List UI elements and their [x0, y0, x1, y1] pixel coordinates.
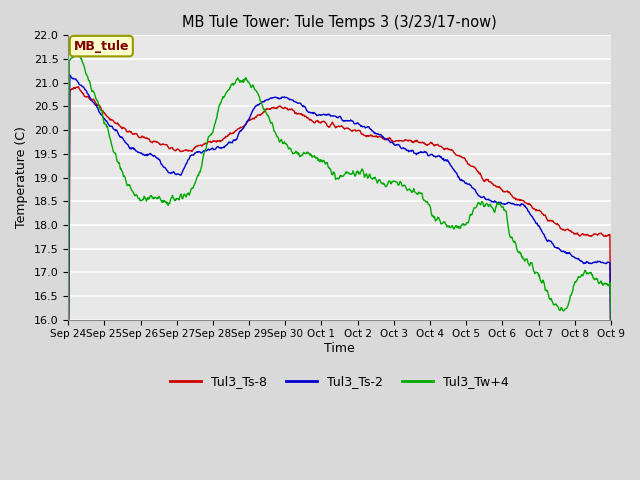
Legend: Tul3_Ts-8, Tul3_Ts-2, Tul3_Tw+4: Tul3_Ts-8, Tul3_Ts-2, Tul3_Tw+4 — [165, 370, 514, 393]
Text: MB_tule: MB_tule — [74, 39, 129, 53]
X-axis label: Time: Time — [324, 342, 355, 355]
Title: MB Tule Tower: Tule Temps 3 (3/23/17-now): MB Tule Tower: Tule Temps 3 (3/23/17-now… — [182, 15, 497, 30]
Y-axis label: Temperature (C): Temperature (C) — [15, 127, 28, 228]
